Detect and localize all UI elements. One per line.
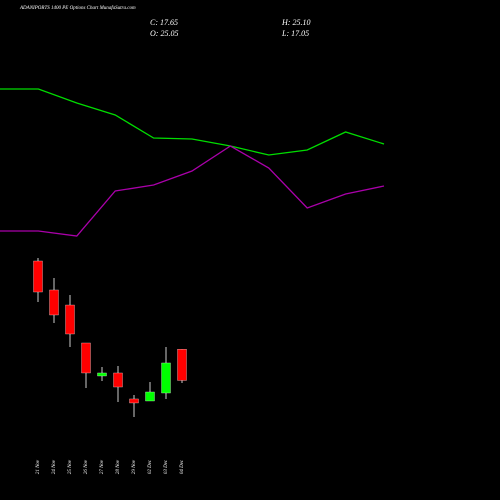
close-label: C: 17.65: [150, 18, 178, 27]
open-label: O: 25.05: [150, 29, 178, 38]
candle-body: [81, 342, 91, 374]
indicator-line: [0, 145, 385, 237]
x-tick-label: 24 Nov: [52, 459, 57, 474]
candle-body: [129, 398, 139, 404]
x-tick-label: 04 Dec: [180, 459, 185, 474]
high-label: H: 25.10: [281, 18, 310, 27]
candle-body: [49, 289, 59, 316]
x-tick-label: 03 Dec: [164, 459, 169, 474]
candle-body: [177, 349, 187, 381]
candle-body: [145, 391, 155, 402]
x-tick-label: 02 Dec: [148, 459, 153, 474]
candle-body: [65, 304, 75, 335]
chart-title: ADANIPORTS 1400 PE Options Chart MunafaS…: [19, 6, 136, 11]
x-tick-label: 28 Nov: [116, 459, 121, 474]
candle-body: [97, 372, 107, 377]
candle-body: [113, 372, 123, 388]
x-tick-label: 26 Nov: [84, 459, 89, 474]
low-label: L: 17.05: [281, 29, 309, 38]
x-tick-label: 29 Nov: [132, 459, 137, 474]
x-tick-label: 25 Nov: [68, 459, 73, 474]
x-tick-label: 21 Nov: [36, 459, 41, 474]
candle-body: [33, 260, 43, 293]
x-tick-label: 27 Nov: [100, 459, 105, 474]
indicator-line: [0, 88, 385, 156]
candle-body: [161, 362, 171, 394]
